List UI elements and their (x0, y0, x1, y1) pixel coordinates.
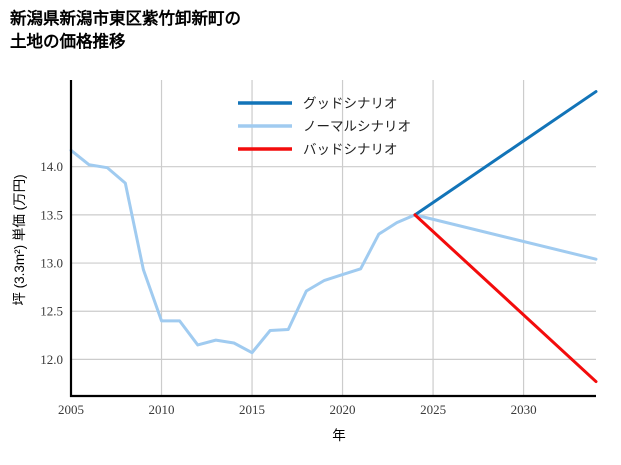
y-tick-label: 13.0 (40, 256, 63, 271)
x-axis-title: 年 (332, 428, 346, 443)
horizontal-gridlines (71, 166, 596, 360)
series-line-bad (413, 213, 598, 384)
x-tick-label: 2030 (511, 402, 537, 417)
y-axis-title: 坪 (3.3m²) 単価 (万円) (12, 174, 27, 305)
y-tick-label: 13.5 (40, 207, 63, 222)
y-tick-label: 12.5 (40, 304, 63, 319)
data-series-group (69, 90, 598, 384)
vertical-gridlines (160, 80, 525, 396)
legend-label: バッドシナリオ (303, 142, 398, 157)
y-axis-tick-labels: 12.0 12.5 13.0 13.5 14.0 (40, 159, 63, 367)
x-tick-label: 2025 (420, 402, 446, 417)
x-tick-label: 2005 (58, 402, 84, 417)
legend-label: グッドシナリオ (303, 96, 398, 111)
series-line-normal (69, 148, 598, 355)
x-tick-label: 2015 (239, 402, 265, 417)
page-title: 新潟県新潟市東区紫竹卸新町の 土地の価格推移 (10, 10, 241, 51)
x-tick-label: 2020 (330, 402, 356, 417)
x-tick-label: 2010 (149, 402, 175, 417)
x-axis-tick-labels: 2005 2010 2015 2020 2025 2030 (58, 402, 537, 417)
legend-label: ノーマルシナリオ (303, 119, 411, 134)
y-tick-label: 12.0 (40, 352, 63, 367)
series-line-good (413, 90, 598, 217)
y-tick-label: 14.0 (40, 159, 63, 174)
